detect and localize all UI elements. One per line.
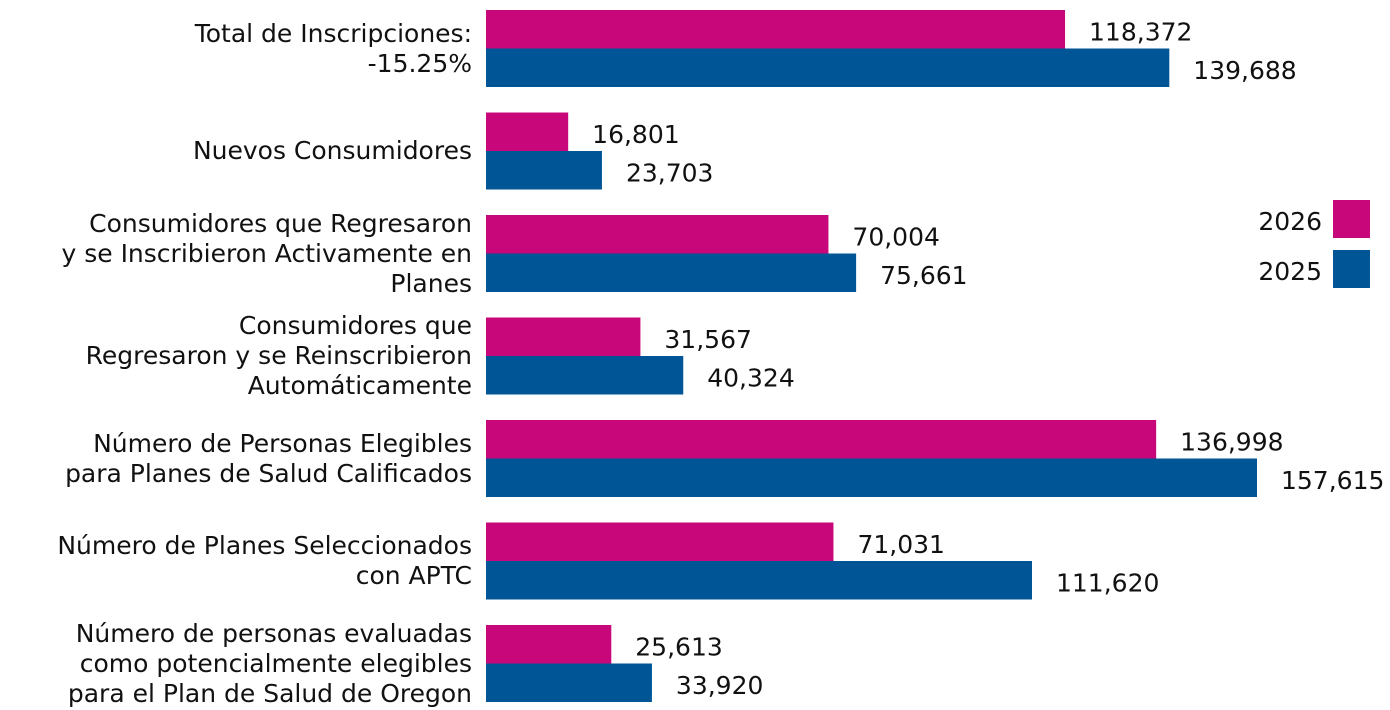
category-label: Nuevos Consumidores <box>192 136 472 165</box>
value-label: 40,324 <box>707 363 794 392</box>
legend-label: 2025 <box>1258 257 1322 286</box>
value-label: 136,998 <box>1180 427 1283 456</box>
bar <box>486 356 684 395</box>
bar <box>486 625 612 664</box>
bar <box>486 561 1033 600</box>
bar <box>486 151 602 190</box>
bar <box>486 458 1257 497</box>
category-label: Número de personas evaluadas como potenc… <box>67 618 472 708</box>
bar <box>486 420 1157 459</box>
bar <box>486 317 641 356</box>
bar <box>486 48 1170 87</box>
value-label: 118,372 <box>1089 17 1192 46</box>
legend-swatch <box>1333 250 1370 288</box>
value-label: 16,801 <box>592 120 679 149</box>
value-label: 23,703 <box>626 158 713 187</box>
value-label: 75,661 <box>880 261 967 290</box>
value-label: 111,620 <box>1056 568 1159 597</box>
value-label: 157,615 <box>1281 466 1384 495</box>
value-label: 139,688 <box>1193 56 1296 85</box>
category-label: Número de Personas Elegibles para Planes… <box>65 428 472 488</box>
value-label: 70,004 <box>852 222 939 251</box>
value-label: 33,920 <box>676 671 763 700</box>
legend-swatch <box>1333 200 1370 238</box>
bar <box>486 215 829 254</box>
category-label: Total de Inscripciones: -15.25% <box>194 18 472 78</box>
bar <box>486 112 569 151</box>
bar <box>486 10 1066 49</box>
category-label: Número de Planes Seleccionados con APTC <box>57 531 472 590</box>
value-label: 71,031 <box>857 530 944 559</box>
bar <box>486 253 857 292</box>
value-label: 31,567 <box>664 325 751 354</box>
bar <box>486 522 834 561</box>
category-label: Consumidores que Regresaron y se Inscrib… <box>61 208 472 298</box>
bar <box>486 663 652 702</box>
legend-label: 2026 <box>1258 207 1322 236</box>
value-label: 25,613 <box>635 632 722 661</box>
category-label: Consumidores que Regresaron y se Reinscr… <box>85 311 472 400</box>
